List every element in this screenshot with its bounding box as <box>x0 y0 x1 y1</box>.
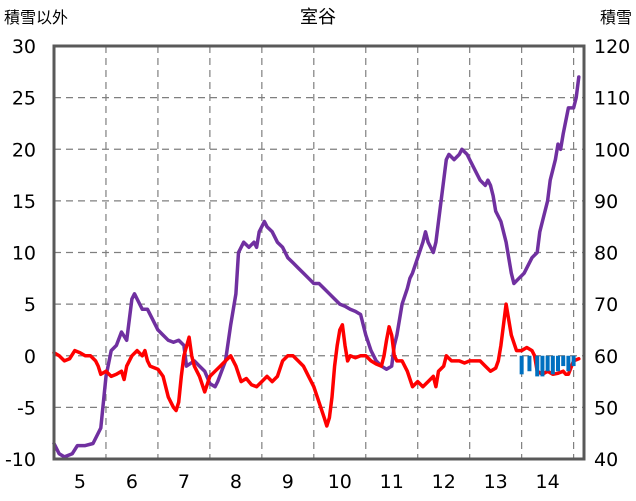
left-axis-ticks: -10 -5 0 5 10 15 20 25 30 <box>5 36 36 471</box>
right-axis-label: 積雪 <box>600 8 632 27</box>
left-tick-label: 5 <box>24 294 36 316</box>
right-tick-label: 100 <box>594 139 630 161</box>
left-tick-label: 0 <box>24 346 36 368</box>
chart-title: 室谷 <box>300 7 336 28</box>
right-tick-label: 120 <box>594 36 630 58</box>
snow-bar <box>545 355 550 372</box>
right-tick-label: 90 <box>594 191 618 213</box>
series-line-0 <box>52 75 581 459</box>
right-tick-label: 110 <box>594 88 630 110</box>
x-tick-label: 5 <box>74 471 86 493</box>
left-tick-label: -10 <box>5 449 36 471</box>
left-axis-label: 積雪以外 <box>4 8 68 27</box>
plot-frame <box>52 44 586 461</box>
left-tick-label: 20 <box>12 139 36 161</box>
snow-bar <box>561 355 566 367</box>
x-tick-label: 7 <box>178 471 190 493</box>
left-tick-label: 15 <box>12 191 36 213</box>
right-tick-label: 40 <box>594 449 618 471</box>
left-tick-label: 30 <box>12 36 36 58</box>
x-tick-label: 6 <box>126 471 138 493</box>
x-tick-label: 12 <box>432 471 456 493</box>
right-axis-ticks: 40 50 60 70 80 90 100 110 120 <box>594 36 630 471</box>
plot-area <box>52 75 581 459</box>
x-tick-label: 13 <box>484 471 508 493</box>
snow-bar <box>535 355 540 377</box>
snow-bar <box>540 355 545 377</box>
snow-bar <box>550 355 555 375</box>
series-line-1 <box>52 302 581 428</box>
snow-bar <box>571 355 576 367</box>
x-tick-label: 9 <box>282 471 294 493</box>
left-tick-label: 10 <box>12 243 36 265</box>
x-tick-label: 11 <box>380 471 404 493</box>
snow-bar <box>556 355 561 372</box>
x-tick-label: 10 <box>328 471 352 493</box>
right-tick-label: 60 <box>594 346 618 368</box>
snow-bar <box>519 355 524 375</box>
snow-bar <box>527 355 532 372</box>
left-tick-label: 25 <box>12 88 36 110</box>
right-tick-label: 70 <box>594 294 618 316</box>
x-axis-ticks: 5 6 7 8 9 10 11 12 13 14 <box>74 471 560 493</box>
right-tick-label: 50 <box>594 397 618 419</box>
x-tick-label: 8 <box>230 471 242 493</box>
snow-bar <box>566 355 571 372</box>
left-tick-label: -5 <box>17 397 36 419</box>
right-tick-label: 80 <box>594 243 618 265</box>
x-tick-label: 14 <box>536 471 560 493</box>
